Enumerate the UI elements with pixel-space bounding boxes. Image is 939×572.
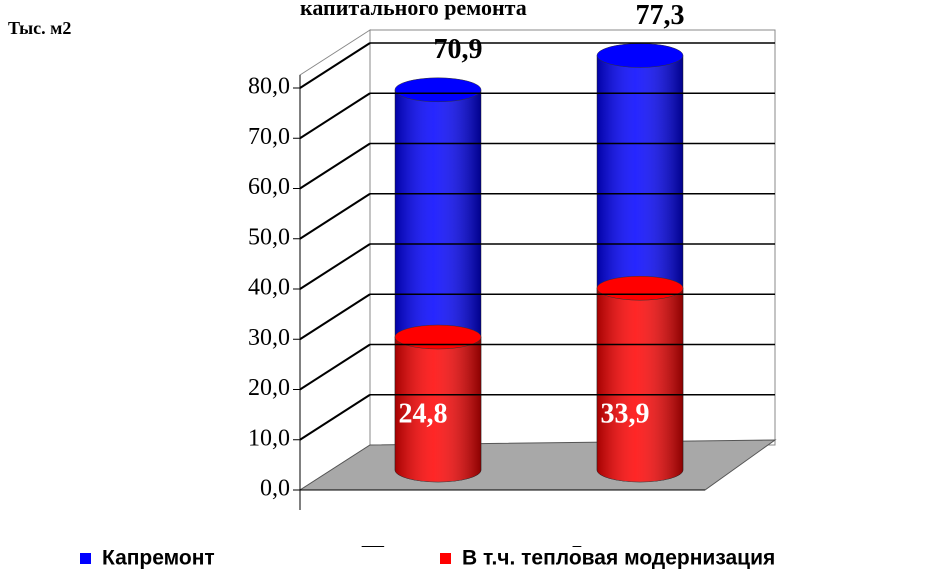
y-tick-label: 60,0 bbox=[248, 174, 290, 200]
grid-line bbox=[299, 142, 371, 190]
floor bbox=[298, 439, 777, 491]
data-label: 24,8 bbox=[399, 398, 448, 429]
cylinder-top bbox=[394, 77, 482, 103]
y-tick-label: 10,0 bbox=[248, 425, 290, 451]
grid-line bbox=[299, 92, 371, 140]
y-axis-label: Тыс. м2 bbox=[8, 18, 71, 38]
grid-line bbox=[299, 293, 371, 341]
y-tick-label: 30,0 bbox=[248, 325, 290, 351]
plot bbox=[394, 43, 684, 483]
grid-line bbox=[299, 192, 371, 240]
y-tick-label: 20,0 bbox=[248, 375, 290, 401]
legend-background bbox=[0, 547, 939, 572]
data-label: 70,9 bbox=[434, 34, 483, 65]
grid-line bbox=[299, 343, 371, 391]
cylinder-top bbox=[596, 275, 684, 301]
legend-label: В т.ч. тепловая модернизация bbox=[462, 547, 775, 570]
legend-swatch bbox=[440, 553, 451, 564]
legend-swatch bbox=[80, 553, 91, 564]
y-tick-label: 0,0 bbox=[260, 476, 290, 502]
y-tick-label: 40,0 bbox=[248, 275, 290, 301]
cylinder-top bbox=[394, 324, 482, 350]
grid-line bbox=[299, 42, 371, 89]
y-tick-label: 50,0 bbox=[248, 224, 290, 250]
data-label: 33,9 bbox=[601, 398, 650, 429]
y-tick-label: 70,0 bbox=[248, 124, 290, 150]
grid-line bbox=[299, 393, 371, 441]
cylinder-shade bbox=[395, 337, 481, 482]
grid-line bbox=[299, 243, 371, 290]
data-label: 77,3 bbox=[636, 0, 685, 31]
cylinder-top bbox=[596, 43, 684, 68]
cylinder-shade bbox=[597, 288, 683, 482]
chart-title: капитального ремонта bbox=[300, 0, 527, 20]
y-tick-label: 80,0 bbox=[248, 74, 290, 100]
legend-label: Капремонт bbox=[102, 547, 215, 570]
